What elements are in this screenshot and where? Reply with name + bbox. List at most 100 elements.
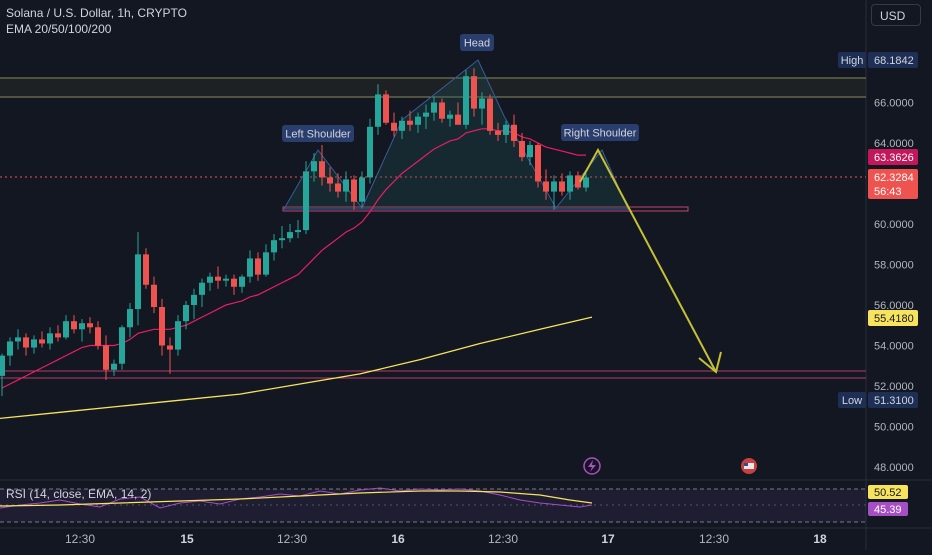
label-right-shoulder: Right Shoulder — [561, 124, 639, 141]
price-tick-label: 48.0000 — [874, 462, 914, 474]
lightning-icon[interactable] — [583, 457, 601, 475]
candle-body — [407, 120, 413, 125]
candle-body — [39, 339, 45, 344]
candle-body — [543, 181, 549, 192]
candle-body — [471, 76, 477, 109]
candle-body — [87, 323, 93, 328]
svg-text:62.3284: 62.3284 — [874, 172, 914, 184]
time-tick-label: 12:30 — [699, 532, 729, 546]
candle-body — [487, 98, 493, 131]
candle-body — [239, 276, 245, 287]
candle-body — [7, 341, 13, 356]
label-head: Head — [460, 34, 494, 51]
symbol-title[interactable]: Solana / U.S. Dollar, 1h, CRYPTO — [6, 6, 187, 20]
label-right-shoulder-text: Right Shoulder — [564, 128, 637, 140]
candle-body — [303, 171, 309, 231]
ema-yellow-series — [0, 316, 593, 420]
projection-arrow — [579, 147, 717, 373]
candle-body — [391, 122, 397, 131]
price-tick-label: 60.0000 — [874, 219, 914, 231]
svg-text:Low: Low — [842, 395, 862, 407]
candle-body — [399, 120, 405, 131]
candle-body — [447, 114, 453, 119]
candle-body — [535, 145, 541, 182]
candle-body — [335, 183, 341, 192]
candle-body — [223, 278, 229, 281]
candle-body — [55, 333, 61, 338]
candle-body — [431, 102, 437, 113]
price-tick-label: 50.0000 — [874, 422, 914, 434]
candle-body — [383, 94, 389, 123]
svg-text:68.1842: 68.1842 — [874, 55, 914, 67]
price-axis-bg[interactable] — [866, 0, 932, 550]
candle-body — [23, 337, 29, 348]
candle-body — [215, 276, 221, 281]
candle-body — [479, 98, 485, 109]
ema-yellow-line — [0, 316, 593, 420]
label-left-shoulder-text: Left Shoulder — [285, 129, 351, 141]
flag-icon[interactable] — [741, 458, 757, 474]
candle-body — [463, 76, 469, 125]
hs-pattern — [283, 59, 629, 210]
countdown-label: 56:43 — [874, 186, 902, 198]
candle-body — [191, 294, 197, 305]
candle-body — [583, 177, 589, 188]
ema-yellow-value-tag: 55.4180 — [868, 310, 918, 326]
candle-body — [231, 278, 237, 287]
candle-body — [319, 161, 325, 178]
price-tick-label: 56.0000 — [874, 300, 914, 312]
candle-body — [15, 337, 21, 342]
candle-body — [415, 116, 421, 125]
low-label: Low — [838, 392, 866, 408]
candle-body — [327, 177, 333, 184]
candle-body — [375, 94, 381, 127]
time-tick-label: 16 — [391, 532, 405, 546]
candle-body — [551, 181, 557, 192]
neckline-box — [282, 206, 689, 212]
time-tick-label: 15 — [180, 532, 194, 546]
ema-red-value-tag: 63.3626 — [868, 149, 918, 165]
candle-body — [47, 333, 53, 344]
candle-body — [503, 124, 509, 135]
price-tick-label: 54.0000 — [874, 341, 914, 353]
time-tick-label: 17 — [601, 532, 615, 546]
currency-button[interactable]: USD — [871, 4, 921, 26]
high-label: High — [838, 52, 866, 68]
candle-body — [351, 179, 357, 202]
label-left-shoulder: Left Shoulder — [282, 125, 354, 142]
candle-body — [495, 130, 501, 135]
rsi-ma-value-tag: 50.52 — [868, 485, 908, 499]
candle-body — [367, 126, 373, 178]
candle-body — [127, 309, 133, 328]
price-tick-label: 58.0000 — [874, 260, 914, 272]
svg-text:63.3626: 63.3626 — [874, 152, 914, 164]
candle-body — [183, 305, 189, 322]
rsi-indicator-title[interactable]: RSI (14, close, EMA, 14, 2) — [6, 487, 152, 501]
indicator-title[interactable]: EMA 20/50/100/200 — [6, 22, 112, 36]
candle-body — [559, 181, 565, 192]
chart-legend: Solana / U.S. Dollar, 1h, CRYPTO EMA 20/… — [6, 5, 187, 37]
candle-body — [279, 238, 285, 241]
svg-text:51.3100: 51.3100 — [874, 395, 914, 407]
rsi-ma-line — [0, 490, 593, 507]
candle-body — [95, 327, 101, 346]
candle-body — [359, 177, 365, 202]
candle-body — [135, 254, 141, 310]
price-tick-label: 64.0000 — [874, 138, 914, 150]
candle-body — [103, 345, 109, 370]
candle-body — [143, 254, 149, 285]
candle-body — [151, 284, 157, 308]
candle-body — [455, 114, 461, 125]
candle-body — [295, 230, 301, 233]
candle-body — [31, 339, 37, 348]
candle-body — [0, 355, 5, 376]
price-tick-label: 66.0000 — [874, 98, 914, 110]
time-tick-label: 12:30 — [65, 532, 95, 546]
candle-body — [567, 175, 573, 192]
time-tick-label: 18 — [813, 532, 827, 546]
high-value-tag: 68.1842 — [868, 52, 918, 68]
label-head-text: Head — [464, 38, 490, 50]
time-tick-label: 12:30 — [488, 532, 518, 546]
